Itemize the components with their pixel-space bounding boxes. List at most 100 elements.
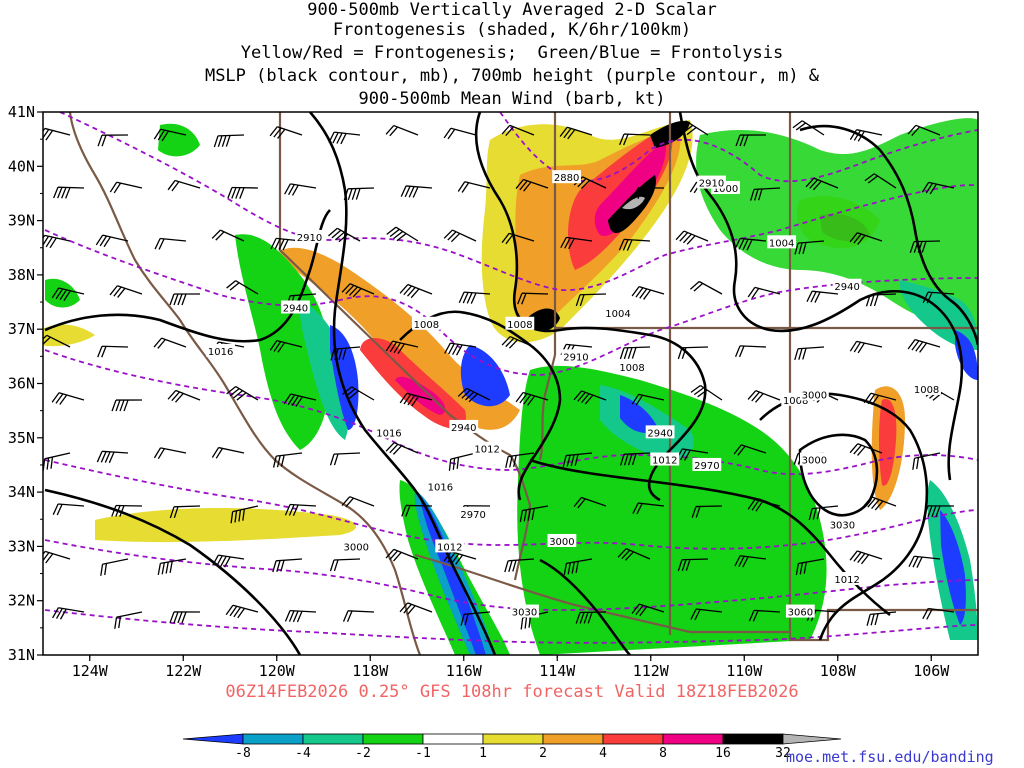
colorbar-segment xyxy=(422,733,484,745)
height-label-bg xyxy=(785,604,815,618)
wind-barb xyxy=(505,452,535,469)
height-label-bg xyxy=(341,539,371,553)
mslp-contour-label: 1008 xyxy=(914,385,939,396)
mslp-contour-1004 xyxy=(474,112,707,502)
wind-barb xyxy=(51,392,85,405)
mslp-label-bg xyxy=(767,235,797,249)
height-label-bg xyxy=(449,419,479,433)
wind-barb xyxy=(907,338,941,353)
wind-barb xyxy=(795,558,825,576)
mslp-contour-1016-az xyxy=(539,558,631,655)
mslp-contour-label: 1012 xyxy=(437,542,462,553)
mslp-label-bg xyxy=(832,571,862,585)
wind-barb xyxy=(575,611,607,624)
wind-barb xyxy=(849,340,883,354)
fronto-coast-yellow xyxy=(43,324,95,347)
wind-barb xyxy=(748,609,781,622)
wind-barb xyxy=(501,124,535,136)
wind-barb xyxy=(330,346,361,361)
wind-barb xyxy=(504,558,535,573)
mslp-label-bg xyxy=(425,479,455,493)
height-label-bg xyxy=(547,533,577,547)
height-label-bg xyxy=(799,452,829,466)
lat-tick-label: 37N xyxy=(8,320,35,338)
height-label-bg xyxy=(458,506,488,520)
wind-barb xyxy=(562,452,593,468)
colorbar-label: 32 xyxy=(775,746,791,761)
wind-barb xyxy=(111,504,143,517)
wind-barb xyxy=(328,131,361,145)
mslp-label-bg xyxy=(206,343,236,357)
wind-barb xyxy=(907,124,941,136)
lat-tick-label: 39N xyxy=(8,212,35,230)
fronto-nm-red xyxy=(879,399,897,486)
height-contour-label: 2940 xyxy=(834,282,859,293)
mslp-contour-label: 1012 xyxy=(474,445,499,456)
wind-barb xyxy=(167,389,201,403)
mslp-label-bg xyxy=(617,360,647,374)
frontolysis-co-blue xyxy=(955,330,978,380)
wind-barb xyxy=(849,232,883,245)
height-contour-label: 3000 xyxy=(802,456,827,467)
colorbar-segment xyxy=(662,733,724,745)
latitude-axis: 41N 40N 39N 38N 37N 36N 35N 34N 33N 32N 31N xyxy=(8,103,43,664)
wind-barb xyxy=(501,335,535,349)
wind-barb xyxy=(444,342,477,356)
wind-barb xyxy=(284,503,317,516)
wind-barb xyxy=(342,610,375,623)
wind-barb xyxy=(515,391,549,406)
height-contour-3030 xyxy=(44,539,978,611)
colorbar-segment xyxy=(722,733,784,745)
wind-barb xyxy=(399,283,433,299)
wind-barb xyxy=(457,181,491,193)
wind-barb xyxy=(386,226,419,242)
credit-link[interactable]: moe.met.fsu.edu/banding xyxy=(786,748,994,766)
mslp-contour-label: 1008 xyxy=(619,363,644,374)
colorbar-segment xyxy=(602,733,664,745)
wind-barb xyxy=(97,345,129,358)
wind-barb xyxy=(53,186,85,199)
colorbar-arrow-left xyxy=(182,733,244,745)
coastline xyxy=(68,112,422,655)
height-contour-label: 3030 xyxy=(830,521,855,532)
wind-barb xyxy=(632,502,665,515)
wind-barb xyxy=(747,286,781,299)
wind-barb xyxy=(272,558,303,573)
wind-barb xyxy=(631,285,665,300)
wind-barb xyxy=(560,236,593,250)
lon-tick-label: 114W xyxy=(539,662,576,680)
colorbar-segment xyxy=(482,733,544,745)
height-label-bg xyxy=(552,170,581,184)
wind-barb xyxy=(343,187,375,201)
title-line-4: MSLP (black contour, mb), 700mb height (… xyxy=(204,66,820,86)
wind-barb xyxy=(211,229,245,242)
mslp-contour-label: 1012 xyxy=(652,456,677,467)
lon-tick-label: 110W xyxy=(726,662,763,680)
wind-barb xyxy=(153,128,187,142)
lon-tick-label: 106W xyxy=(913,662,950,680)
wind-barb xyxy=(225,604,259,619)
wind-barb xyxy=(211,446,245,459)
wind-barb xyxy=(328,227,361,243)
wind-barb xyxy=(114,611,143,629)
height-contour-label: 2940 xyxy=(451,423,476,434)
mslp-contour-1012-nm xyxy=(798,433,879,517)
mslp-contour-1012 xyxy=(309,112,497,655)
lon-tick-label: 108W xyxy=(820,662,857,680)
wind-barb xyxy=(385,340,419,355)
colorbar-arrow-right xyxy=(782,733,842,745)
lat-tick-label: 32N xyxy=(8,592,35,610)
wind-barb xyxy=(329,452,361,466)
wind-barb xyxy=(575,293,607,307)
mslp-contour-label: 1004 xyxy=(605,309,630,320)
colorbar-segment xyxy=(302,733,364,745)
wind-barb xyxy=(212,554,245,568)
mslp-contour-label: 1016 xyxy=(208,347,233,358)
wind-barb xyxy=(51,287,85,301)
wind-barb xyxy=(747,390,781,403)
wind-barb xyxy=(341,496,375,508)
wind-barb xyxy=(270,237,303,251)
lat-tick-label: 40N xyxy=(8,157,35,175)
wind-barb xyxy=(230,505,259,524)
wind-barb xyxy=(52,607,85,620)
